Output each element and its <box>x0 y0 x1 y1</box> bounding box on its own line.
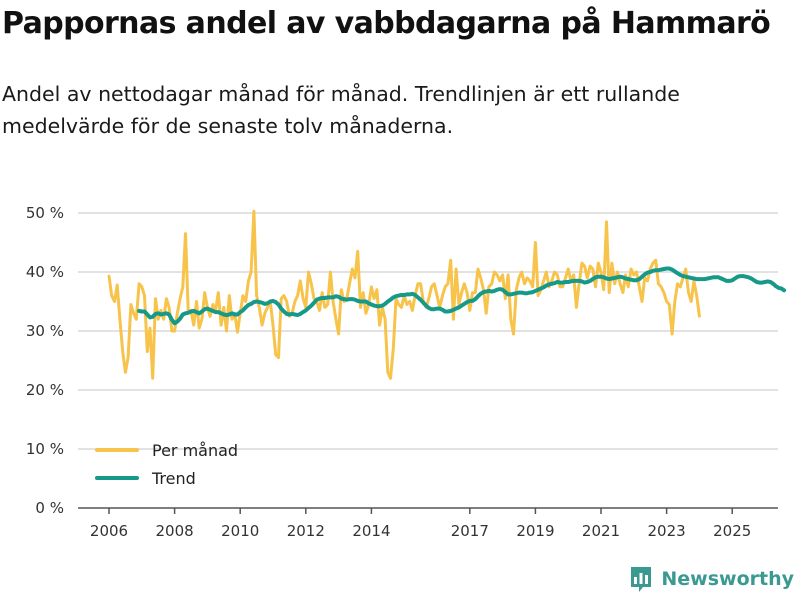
newsworthy-logo-icon <box>631 567 652 592</box>
legend-label-monthly: Per månad <box>152 441 238 460</box>
x-tick-label: 2017 <box>451 522 489 540</box>
x-tick-label: 2025 <box>713 522 751 540</box>
legend-label-trend: Trend <box>151 469 196 488</box>
chart-title: Pappornas andel av vabbdagarna på Hammar… <box>2 6 771 41</box>
x-tick-label: 2012 <box>287 522 325 540</box>
x-tick-label: 2023 <box>648 522 686 540</box>
x-tick-label: 2006 <box>90 522 128 540</box>
y-tick-label: 0 % <box>35 499 64 517</box>
x-axis-ticks: 2006 2008 2010 2012 2014 2017 2019 2021 2023 2025 <box>90 508 751 540</box>
x-tick-label: 2019 <box>516 522 554 540</box>
y-axis-ticks: 0 % 10 % 20 % 30 % 40 % 50 % <box>26 204 64 517</box>
trend-series-line <box>137 266 787 326</box>
brand-name: Newsworthy <box>661 568 794 590</box>
y-tick-label: 50 % <box>26 204 64 222</box>
x-tick-label: 2008 <box>156 522 194 540</box>
series-lines <box>107 209 787 380</box>
y-tick-label: 40 % <box>26 263 64 281</box>
x-tick-label: 2021 <box>582 522 620 540</box>
y-tick-label: 30 % <box>26 322 64 340</box>
chart-subtitle: Andel av nettodagar månad för månad. Tre… <box>2 82 680 138</box>
legend: Per månad Trend <box>95 441 238 488</box>
grid-lines <box>78 212 778 450</box>
x-tick-label: 2010 <box>221 522 259 540</box>
x-tick-label: 2014 <box>352 522 390 540</box>
y-tick-label: 20 % <box>26 381 64 399</box>
brand-logo: Newsworthy <box>629 564 794 594</box>
y-tick-label: 10 % <box>26 440 64 458</box>
